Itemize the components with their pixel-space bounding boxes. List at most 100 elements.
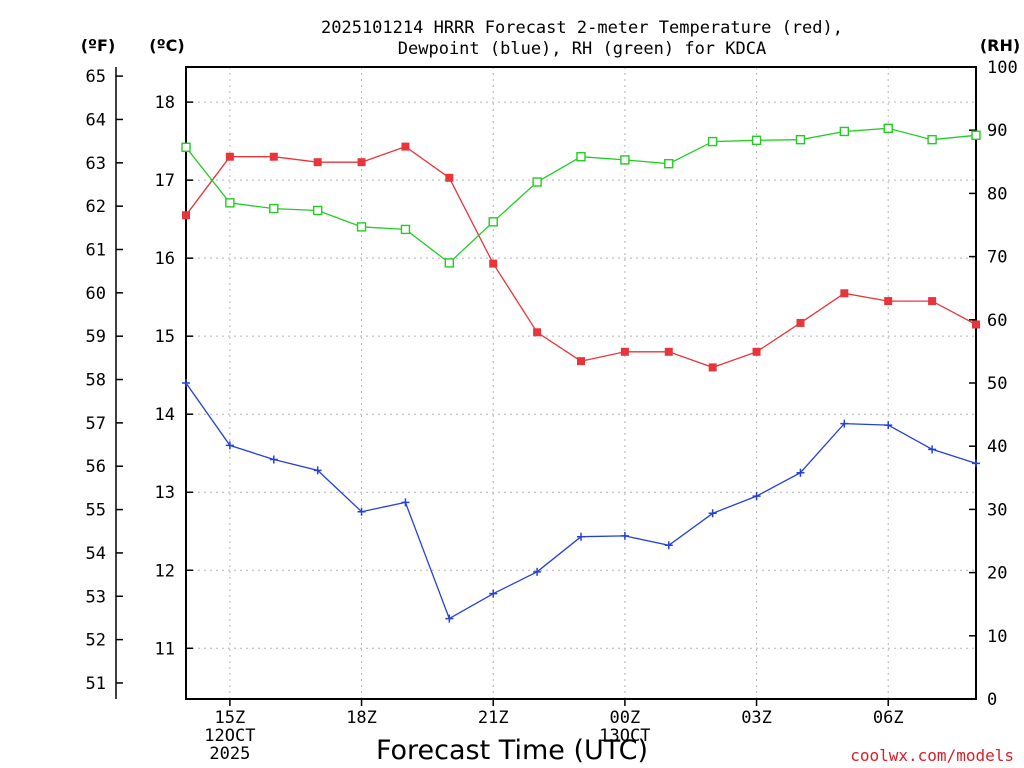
fahrenheit-unit-label: (ºF) — [81, 36, 116, 55]
temperature-point — [489, 259, 498, 268]
temperature-point — [884, 297, 893, 306]
rh-tick-label: 20 — [987, 564, 1007, 584]
temperature-line — [185, 145, 977, 369]
dewpoint-point — [225, 441, 234, 450]
rh-tick-label: 80 — [987, 184, 1007, 204]
rh-point — [225, 198, 235, 208]
dewpoint-point — [577, 532, 585, 541]
rh-point — [795, 134, 806, 145]
dewpoint-point — [357, 507, 366, 516]
celsius-tick-label: 18 — [155, 93, 175, 113]
celsius-unit-label: (ºC) — [149, 36, 184, 55]
celsius-tick-label: 11 — [155, 639, 175, 659]
dewpoint-point — [796, 468, 805, 477]
temperature-point — [620, 347, 629, 356]
dewpoint-point — [752, 492, 761, 501]
dewpoint-point — [840, 419, 849, 428]
rh-point — [532, 177, 542, 187]
rh-tick-label: 70 — [987, 248, 1007, 268]
fahrenheit-tick-label: 65 — [86, 67, 106, 87]
chart-title-line-2: Dewpoint (blue), RH (green) for KDCA — [398, 39, 766, 59]
rh-tick-label: 60 — [987, 311, 1007, 331]
rh-tick-label: 90 — [987, 121, 1007, 141]
temperature-point — [225, 152, 234, 161]
rh-tick-label: 40 — [987, 437, 1007, 457]
dewpoint-point — [401, 498, 410, 507]
x-tick-label: 13OCT — [599, 726, 650, 746]
fahrenheit-tick-label: 58 — [86, 371, 106, 391]
dewpoint-point — [489, 589, 498, 598]
rh-point — [312, 205, 323, 216]
celsius-tick-label: 17 — [155, 171, 175, 191]
rh-line — [185, 127, 977, 264]
dewpoint-line — [185, 382, 977, 620]
rh-point — [927, 134, 937, 145]
temperature-point — [269, 152, 278, 161]
rh-tick-label: 30 — [987, 500, 1007, 520]
dewpoint-point — [533, 567, 542, 576]
dewpoint-point — [972, 459, 980, 468]
fahrenheit-tick-label: 52 — [86, 631, 106, 651]
fahrenheit-tick-label: 55 — [86, 501, 106, 521]
dewpoint-point — [445, 614, 454, 623]
x-tick-label: 00Z — [610, 708, 641, 728]
x-tick-label: 12OCT — [204, 726, 255, 746]
x-tick-label: 15Z — [215, 708, 246, 728]
dewpoint-point — [313, 466, 322, 475]
rh-point — [488, 217, 498, 227]
dewpoint-point — [884, 421, 893, 430]
temperature-point — [357, 158, 366, 167]
rh-tick-label: 50 — [987, 374, 1007, 394]
celsius-tick-label: 15 — [155, 327, 175, 347]
rh-tick-label: 100 — [987, 58, 1018, 78]
rh-point — [839, 126, 850, 137]
rh-point — [400, 224, 411, 235]
x-tick-label: 2025 — [209, 744, 250, 764]
rh-point — [620, 155, 630, 165]
temperature-point — [972, 320, 980, 329]
temperature-point — [708, 363, 717, 372]
temperature-point — [533, 328, 542, 337]
x-axis-label: Forecast Time (UTC) — [376, 735, 648, 766]
plot-frame — [185, 66, 977, 700]
fahrenheit-tick-label: 59 — [86, 327, 106, 347]
rh-point — [576, 152, 586, 162]
celsius-tick-label: 12 — [155, 561, 175, 581]
dewpoint-point — [664, 541, 673, 550]
celsius-tick-label: 16 — [155, 249, 175, 269]
fahrenheit-tick-label: 63 — [86, 154, 106, 174]
temperature-point — [664, 347, 673, 356]
fahrenheit-tick-label: 54 — [86, 544, 106, 564]
rh-point — [883, 123, 893, 134]
chart-title-line-1: 2025101214 HRRR Forecast 2-meter Tempera… — [321, 18, 843, 38]
temperature-point — [182, 211, 190, 220]
grid-lines — [186, 67, 976, 699]
data-series — [181, 123, 981, 623]
x-tick-label: 06Z — [873, 708, 904, 728]
fahrenheit-tick-label: 53 — [86, 587, 106, 607]
dewpoint-point — [620, 531, 629, 540]
temperature-point — [577, 357, 585, 366]
dewpoint-point — [708, 509, 717, 518]
rh-point — [751, 135, 762, 146]
celsius-tick-label: 14 — [155, 405, 175, 425]
dewpoint-point — [928, 445, 937, 454]
rh-tick-label: 10 — [987, 627, 1007, 647]
temperature-point — [752, 347, 761, 356]
rh-point — [356, 222, 367, 232]
fahrenheit-tick-label: 60 — [86, 284, 106, 304]
temperature-point — [401, 142, 410, 151]
rh-point — [444, 258, 455, 268]
temperature-point — [445, 173, 454, 182]
fahrenheit-tick-label: 56 — [86, 457, 106, 477]
x-tick-label: 03Z — [741, 708, 772, 728]
temperature-point — [928, 297, 937, 306]
dewpoint-point — [269, 455, 278, 464]
fahrenheit-tick-label: 57 — [86, 414, 106, 434]
temperature-point — [840, 289, 849, 298]
rh-unit-label: (RH) — [980, 36, 1020, 55]
rh-point — [664, 158, 674, 169]
fahrenheit-tick-label: 64 — [86, 110, 106, 130]
